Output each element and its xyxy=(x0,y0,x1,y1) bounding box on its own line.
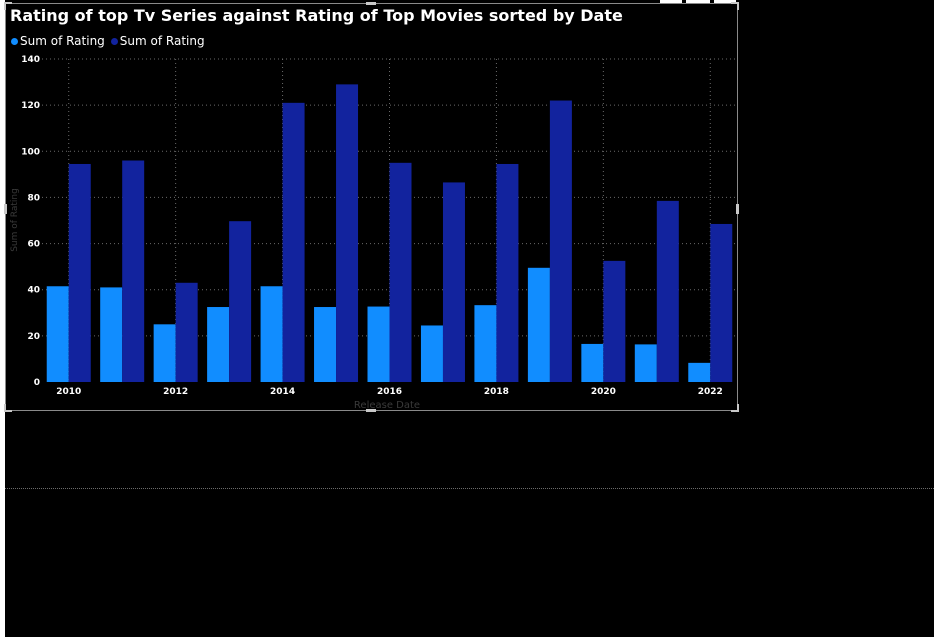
resize-handle[interactable] xyxy=(366,409,376,412)
chart-title: Rating of top Tv Series against Rating o… xyxy=(10,6,623,25)
bar[interactable] xyxy=(175,282,198,382)
bar[interactable] xyxy=(549,100,572,383)
x-tick-label: 2018 xyxy=(484,387,509,397)
bar[interactable] xyxy=(656,200,679,382)
x-axis-title: Release Date xyxy=(354,400,420,410)
y-tick-label: 120 xyxy=(21,101,40,111)
legend-marker xyxy=(11,37,18,45)
bar[interactable] xyxy=(68,163,91,382)
bar[interactable] xyxy=(367,306,390,382)
bar[interactable] xyxy=(634,344,657,382)
bar[interactable] xyxy=(100,287,123,382)
bar[interactable] xyxy=(336,84,359,382)
legend-item[interactable]: Sum of Rating xyxy=(11,34,105,48)
bar[interactable] xyxy=(229,221,252,382)
legend-item[interactable]: Sum of Rating xyxy=(110,34,205,48)
resize-handle[interactable] xyxy=(4,204,7,214)
resize-handle[interactable] xyxy=(737,404,739,412)
bar[interactable] xyxy=(314,307,337,382)
x-tick-label: 2014 xyxy=(270,387,295,397)
chart-visual[interactable]: Rating of top Tv Series against Rating o… xyxy=(4,2,739,412)
page-divider xyxy=(5,488,934,489)
bar[interactable] xyxy=(282,102,305,382)
y-axis-title: Sum of Rating xyxy=(10,188,20,252)
bar[interactable] xyxy=(442,182,465,382)
y-tick-label: 60 xyxy=(27,240,40,250)
y-tick-label: 20 xyxy=(27,332,40,342)
bar[interactable] xyxy=(122,160,145,382)
resize-handle[interactable] xyxy=(731,2,739,4)
resize-handle[interactable] xyxy=(731,410,739,412)
y-tick-label: 80 xyxy=(27,193,40,203)
x-tick-label: 2016 xyxy=(377,387,402,397)
bar[interactable] xyxy=(153,324,176,382)
chart-legend: Sum of Rating Sum of Rating xyxy=(11,34,211,48)
resize-handle[interactable] xyxy=(4,2,12,4)
bar[interactable] xyxy=(260,286,283,382)
bar[interactable] xyxy=(710,223,733,382)
toolbar-tab[interactable] xyxy=(686,0,710,3)
bar[interactable] xyxy=(420,325,443,382)
x-axis-ticks: 2010 2012 2014 2016 2018 2020 2022 xyxy=(56,387,723,397)
y-tick-label: 140 xyxy=(21,55,40,65)
y-axis-ticks: 0 20 40 60 80 100 120 140 xyxy=(21,55,40,388)
legend-marker xyxy=(110,37,118,45)
bar[interactable] xyxy=(496,163,519,382)
toolbar-tab[interactable] xyxy=(714,0,736,3)
y-tick-label: 0 xyxy=(34,378,40,388)
x-tick-label: 2020 xyxy=(591,387,616,397)
y-tick-label: 100 xyxy=(21,147,40,157)
bar[interactable] xyxy=(46,286,69,382)
resize-handle[interactable] xyxy=(4,404,6,412)
bar[interactable] xyxy=(603,260,626,382)
y-tick-label: 40 xyxy=(27,286,40,296)
x-tick-label: 2022 xyxy=(698,387,723,397)
bar[interactable] xyxy=(688,362,711,382)
x-tick-label: 2012 xyxy=(163,387,188,397)
resize-handle[interactable] xyxy=(366,2,376,5)
x-tick-label: 2010 xyxy=(56,387,81,397)
bar[interactable] xyxy=(527,267,550,382)
resize-handle[interactable] xyxy=(736,204,739,214)
bar[interactable] xyxy=(207,307,230,382)
bars xyxy=(46,84,733,383)
resize-handle[interactable] xyxy=(4,2,6,10)
resize-handle[interactable] xyxy=(737,2,739,10)
resize-handle[interactable] xyxy=(4,410,12,412)
pane-edge xyxy=(0,0,5,637)
legend-label: Sum of Rating xyxy=(119,34,205,48)
legend-label: Sum of Rating xyxy=(20,34,105,48)
bar[interactable] xyxy=(581,343,604,382)
bar[interactable] xyxy=(389,162,412,382)
bar[interactable] xyxy=(474,305,497,382)
toolbar-tab[interactable] xyxy=(660,0,682,3)
